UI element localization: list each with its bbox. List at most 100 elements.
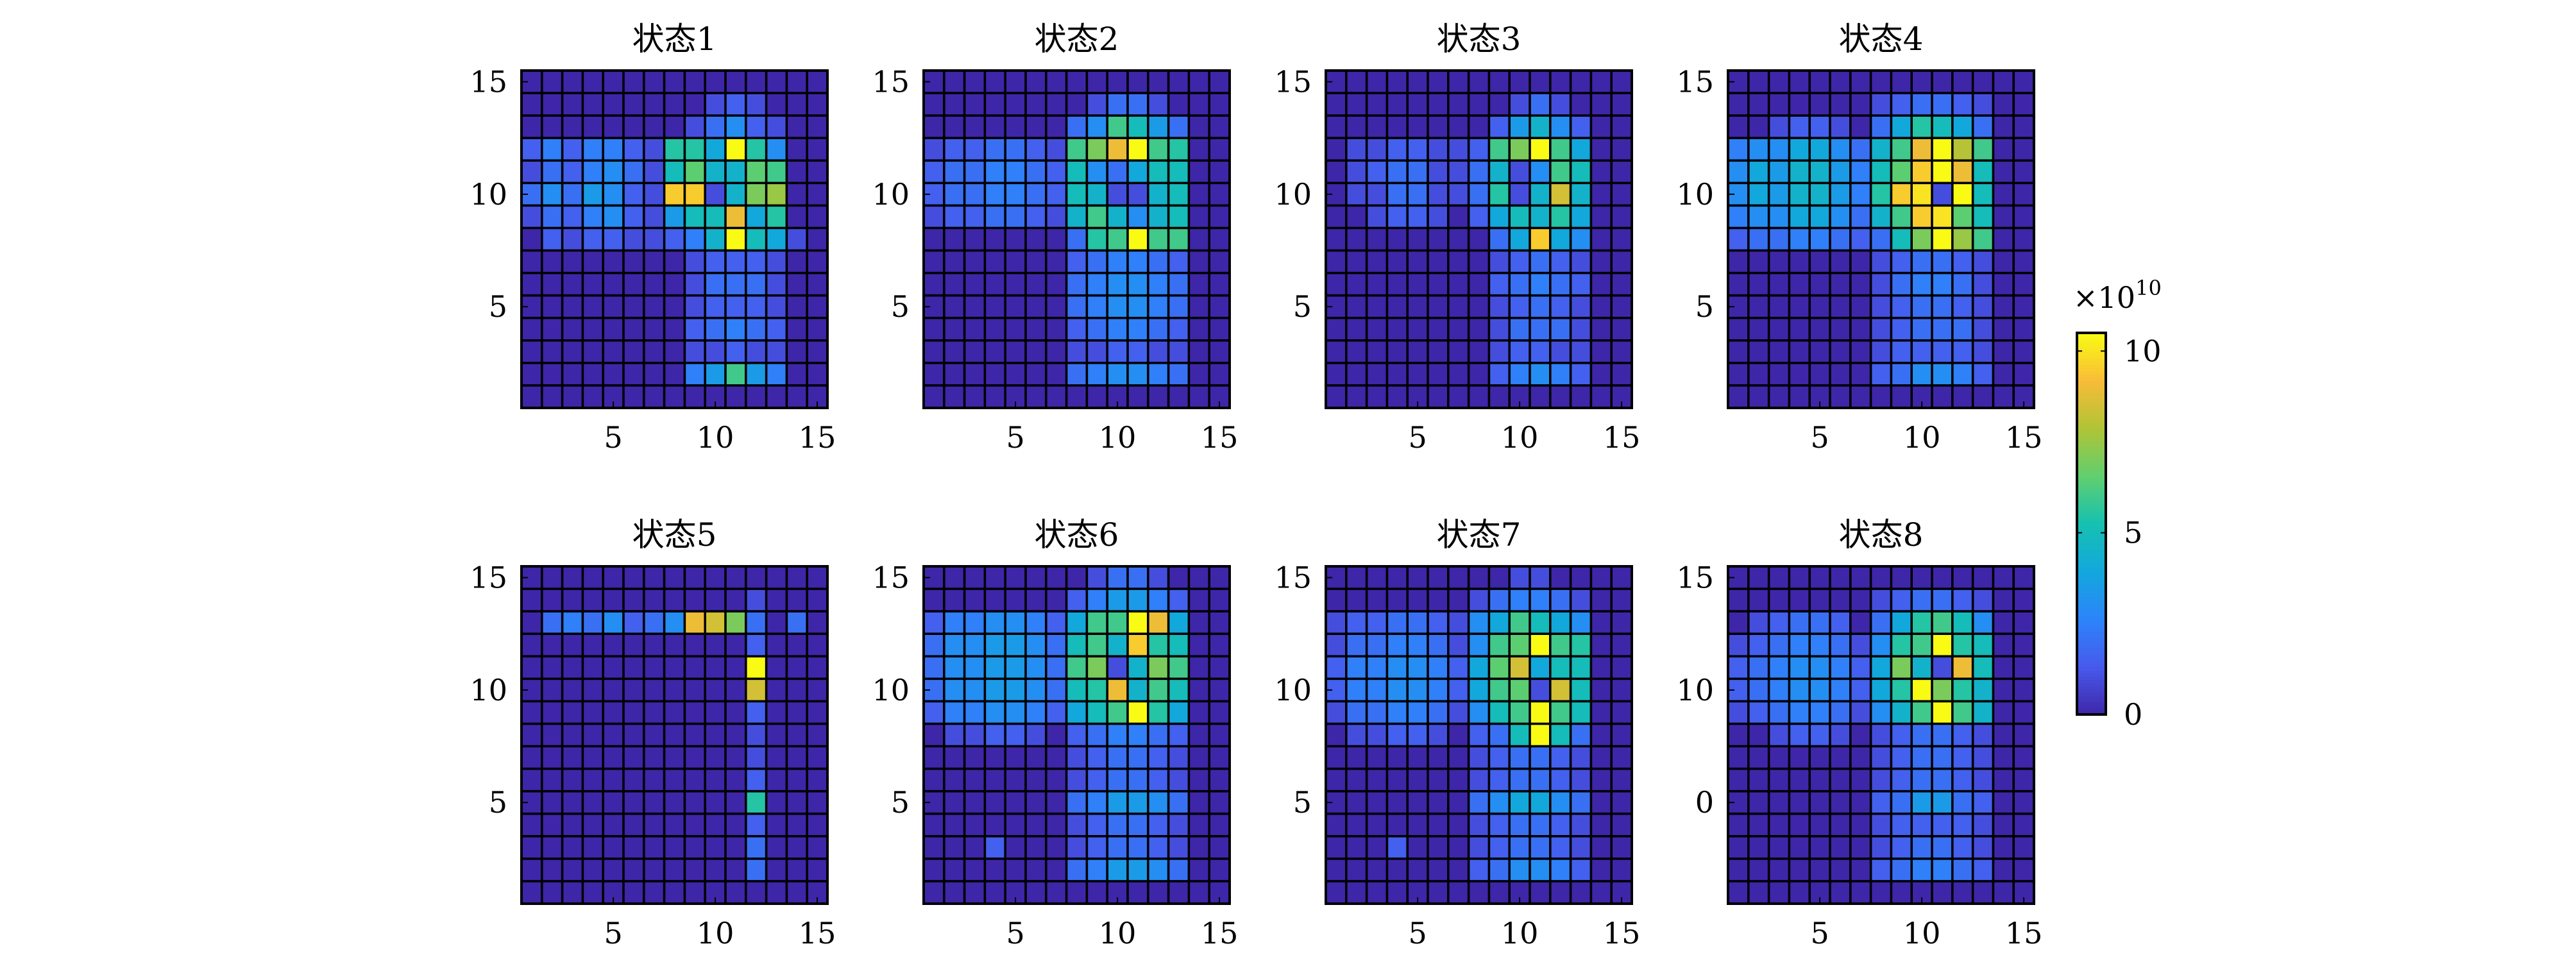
heatmap-cell	[2015, 251, 2033, 272]
heatmap-cell	[726, 657, 745, 678]
heatmap-cell	[965, 229, 984, 249]
heatmap-cell	[1388, 815, 1407, 835]
heatmap-cell	[1210, 274, 1229, 294]
heatmap-cell	[1409, 94, 1427, 115]
heatmap-cell	[1749, 770, 1768, 790]
heatmap-cell	[1729, 635, 1747, 655]
heatmap-cell	[1749, 680, 1768, 700]
heatmap-cell	[767, 680, 786, 700]
heatmap-cell	[624, 274, 643, 294]
heatmap-cell	[1169, 770, 1188, 790]
heatmap-cell	[1409, 139, 1427, 160]
heatmap-cell	[1551, 567, 1570, 588]
heatmap-cell	[1388, 589, 1407, 611]
heatmap-cell	[1770, 71, 1788, 92]
colorbar-segment	[2077, 666, 2106, 671]
heatmap-cell	[1368, 770, 1386, 790]
heatmap-cell	[1108, 207, 1127, 227]
heatmap-cell	[1428, 589, 1447, 611]
heatmap-cell	[1872, 657, 1890, 678]
heatmap-cell	[1831, 837, 1849, 858]
heatmap-cell	[1190, 589, 1208, 611]
heatmap-cell	[563, 747, 582, 768]
heatmap-cell	[1088, 139, 1106, 160]
heatmap-cell	[1149, 251, 1167, 272]
heatmap-cell	[1128, 725, 1147, 745]
heatmap-cell	[1190, 296, 1208, 317]
heatmap-cell	[945, 184, 963, 205]
heatmap-cell	[584, 296, 602, 317]
heatmap-cell	[1913, 139, 1931, 160]
heatmap-cell	[1326, 859, 1345, 881]
heatmap-cell	[1811, 319, 1829, 339]
heatmap-cell	[1770, 792, 1788, 813]
heatmap-cell	[522, 162, 541, 182]
heatmap-cell	[1592, 635, 1611, 655]
heatmap-cell	[924, 725, 943, 745]
heatmap-cell	[563, 725, 582, 745]
heatmap-cell	[563, 859, 582, 881]
heatmap-cell	[604, 747, 623, 768]
heatmap-cell	[1851, 162, 1870, 182]
heatmap-cell	[1449, 882, 1468, 903]
heatmap-cell	[788, 296, 806, 317]
x-tick-label: 5	[604, 420, 622, 455]
heatmap-cell	[1933, 657, 1951, 678]
heatmap-cell	[1128, 274, 1147, 294]
heatmap-cell	[986, 882, 1004, 903]
heatmap-cell	[1851, 882, 1870, 903]
heatmap-cell	[767, 702, 786, 723]
heatmap-cell	[1790, 747, 1809, 768]
heatmap-cell	[1572, 567, 1590, 588]
heatmap-cell	[543, 792, 561, 813]
heatmap-cell	[747, 837, 765, 858]
heatmap-cell	[1128, 747, 1147, 768]
heatmap-cell	[1749, 139, 1768, 160]
heatmap-cell	[1831, 274, 1849, 294]
heatmap-cell	[1994, 859, 2013, 881]
heatmap-cell	[1592, 94, 1611, 115]
heatmap-cell	[1749, 341, 1768, 362]
heatmap-cell	[1470, 251, 1488, 272]
heatmap-cell	[1892, 859, 1911, 881]
panel-title: 状态5	[632, 516, 717, 554]
heatmap-cell	[1326, 341, 1345, 362]
heatmap-cell	[1149, 567, 1167, 588]
heatmap-cell	[1169, 251, 1188, 272]
heatmap-cell	[706, 116, 725, 137]
heatmap-cell	[1409, 71, 1427, 92]
heatmap-cell	[1511, 635, 1529, 655]
heatmap-cell	[1913, 612, 1931, 633]
heatmap-cell	[726, 274, 745, 294]
heatmap-cell	[1026, 837, 1045, 858]
heatmap-cell	[686, 837, 704, 858]
heatmap-cell	[924, 364, 943, 385]
heatmap-cell	[945, 341, 963, 362]
heatmap-cell	[1953, 116, 1972, 137]
heatmap-cell	[686, 162, 704, 182]
heatmap-cell	[1088, 274, 1106, 294]
heatmap-cell	[1210, 859, 1229, 881]
heatmap-cell	[522, 274, 541, 294]
heatmap-cell	[1326, 319, 1345, 339]
heatmap-cell	[1108, 725, 1127, 745]
heatmap-cell	[1530, 792, 1549, 813]
heatmap-cell	[624, 589, 643, 611]
heatmap-cell	[945, 319, 963, 339]
heatmap-cell	[1790, 116, 1809, 137]
heatmap-cell	[1047, 184, 1065, 205]
heatmap-cell	[706, 747, 725, 768]
heatmap-cell	[522, 341, 541, 362]
heatmap-cell	[1811, 207, 1829, 227]
heatmap-cell	[1210, 792, 1229, 813]
heatmap-cell	[624, 770, 643, 790]
heatmap-cell	[1128, 296, 1147, 317]
heatmap-cell	[1006, 94, 1025, 115]
heatmap-cell	[1572, 341, 1590, 362]
heatmap-cell	[1006, 747, 1025, 768]
heatmap-cell	[604, 589, 623, 611]
heatmap-cell	[1169, 702, 1188, 723]
heatmap-cell	[924, 815, 943, 835]
heatmap-cell	[1368, 341, 1386, 362]
